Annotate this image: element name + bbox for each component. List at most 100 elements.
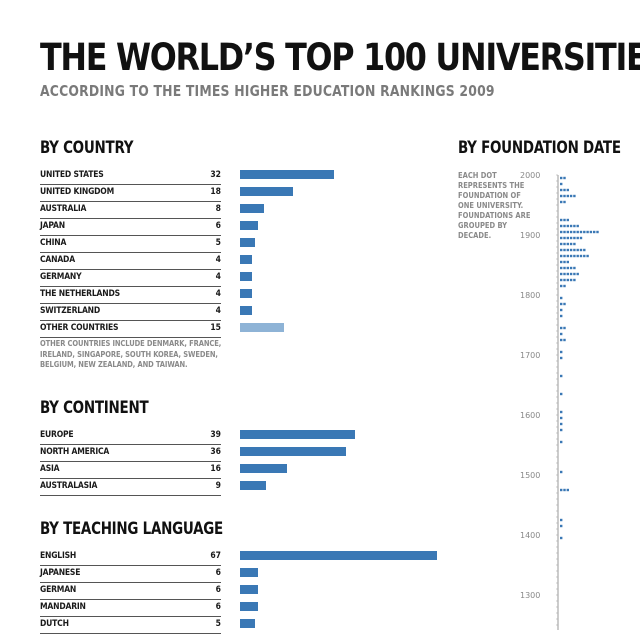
foundation-dot <box>563 302 566 306</box>
country-bar <box>240 221 258 230</box>
language-bar <box>240 585 258 594</box>
foundation-dot <box>566 188 569 192</box>
country-label: OTHER COUNTRIES <box>40 323 119 333</box>
foundation-tick-label: 1500 <box>520 471 540 480</box>
foundation-dot <box>573 236 576 240</box>
language-rule <box>40 565 221 566</box>
country-rule <box>40 184 221 185</box>
foundation-dot <box>560 260 563 264</box>
foundation-tick-label: 1700 <box>520 351 540 360</box>
country-rule <box>40 320 221 321</box>
foundation-dot <box>560 224 563 228</box>
language-label: ENGLISH <box>40 551 77 561</box>
section-title-country: BY COUNTRY <box>40 138 134 158</box>
country-bar <box>240 272 252 281</box>
foundation-dot <box>563 176 566 180</box>
foundation-dot <box>566 230 569 234</box>
foundation-dot <box>560 332 563 336</box>
foundation-dot <box>563 194 566 198</box>
foundation-dot <box>560 338 563 342</box>
foundation-dot <box>560 350 563 354</box>
foundation-dot <box>579 236 583 240</box>
foundation-dot <box>569 224 573 228</box>
foundation-dot <box>566 242 569 246</box>
foundation-dot <box>560 536 563 540</box>
foundation-dot <box>563 236 566 240</box>
foundation-dot <box>560 356 563 360</box>
foundation-dot <box>566 260 569 264</box>
language-value: 6 <box>215 585 221 595</box>
foundation-dot <box>560 296 563 300</box>
country-value: 4 <box>215 289 221 299</box>
foundation-dot <box>560 428 563 432</box>
foundation-dot <box>563 254 566 258</box>
foundation-dot <box>563 200 566 204</box>
foundation-dot-chart: 2000 1900 1800 1700 1600 1500 1400 1300 <box>520 171 599 630</box>
foundation-dot <box>563 278 566 282</box>
foundation-dot <box>560 284 563 288</box>
foundation-dot <box>560 278 563 282</box>
language-label: MANDARIN <box>40 602 86 612</box>
foundation-dot <box>566 278 569 282</box>
foundation-dot <box>560 518 563 522</box>
foundation-dot <box>563 266 566 270</box>
foundation-dot <box>560 218 563 222</box>
foundation-dot <box>586 254 589 258</box>
language-value: 6 <box>215 568 221 578</box>
foundation-dot <box>560 308 563 312</box>
country-label: SWITZERLAND <box>40 306 101 316</box>
foundation-dot <box>563 260 566 264</box>
continent-value: 9 <box>215 481 221 491</box>
country-label: AUSTRALIA <box>40 204 87 214</box>
country-value: 5 <box>215 238 221 248</box>
foundation-dot <box>569 266 573 270</box>
foundation-dot <box>579 248 583 252</box>
foundation-dot <box>566 266 569 270</box>
continent-bar <box>240 430 355 439</box>
language-value: 5 <box>215 619 221 629</box>
foundation-note: EACH DOT REPRESENTS THE FOUNDATION OF ON… <box>458 171 531 240</box>
foundation-dot <box>573 242 576 246</box>
foundation-dot <box>596 230 599 234</box>
country-label: UNITED KINGDOM <box>40 187 115 197</box>
foundation-dot <box>576 224 579 228</box>
language-bar <box>240 602 258 611</box>
foundation-dot <box>569 278 573 282</box>
foundation-dot <box>569 236 573 240</box>
foundation-dot <box>560 248 563 252</box>
section-title-continent: BY CONTINENT <box>40 398 149 418</box>
foundation-dot <box>566 218 569 222</box>
continent-bar <box>240 464 287 473</box>
country-value: 18 <box>210 187 221 197</box>
country-rule <box>40 218 221 219</box>
foundation-dot <box>566 272 569 276</box>
foundation-dot <box>563 272 566 276</box>
continent-bar <box>240 481 266 490</box>
foundation-dot <box>560 194 563 198</box>
foundation-dot <box>563 188 566 192</box>
foundation-dot <box>573 230 576 234</box>
language-rule <box>40 582 221 583</box>
section-title-language: BY TEACHING LANGUAGE <box>40 519 223 539</box>
country-value: 4 <box>215 306 221 316</box>
language-label: JAPANESE <box>40 568 81 578</box>
foundation-dot <box>560 254 563 258</box>
continent-value: 36 <box>210 447 221 457</box>
foundation-dot <box>566 194 569 198</box>
country-rule <box>40 201 221 202</box>
foundation-dot <box>560 200 563 204</box>
country-label: CANADA <box>40 255 75 265</box>
foundation-dot <box>560 488 563 492</box>
foundation-tick-label: 1800 <box>520 291 540 300</box>
page-subtitle: ACCORDING TO THE TIMES HIGHER EDUCATION … <box>40 82 495 100</box>
foundation-dot <box>579 254 583 258</box>
foundation-dot <box>579 230 583 234</box>
foundation-dot <box>566 236 569 240</box>
foundation-dot <box>576 272 579 276</box>
foundation-dot <box>569 194 573 198</box>
foundation-dot <box>583 230 586 234</box>
country-bar <box>240 170 334 179</box>
country-note: OTHER COUNTRIES INCLUDE DENMARK, FRANCE,… <box>40 339 222 369</box>
foundation-dot <box>560 302 563 306</box>
country-label: GERMANY <box>40 272 82 282</box>
